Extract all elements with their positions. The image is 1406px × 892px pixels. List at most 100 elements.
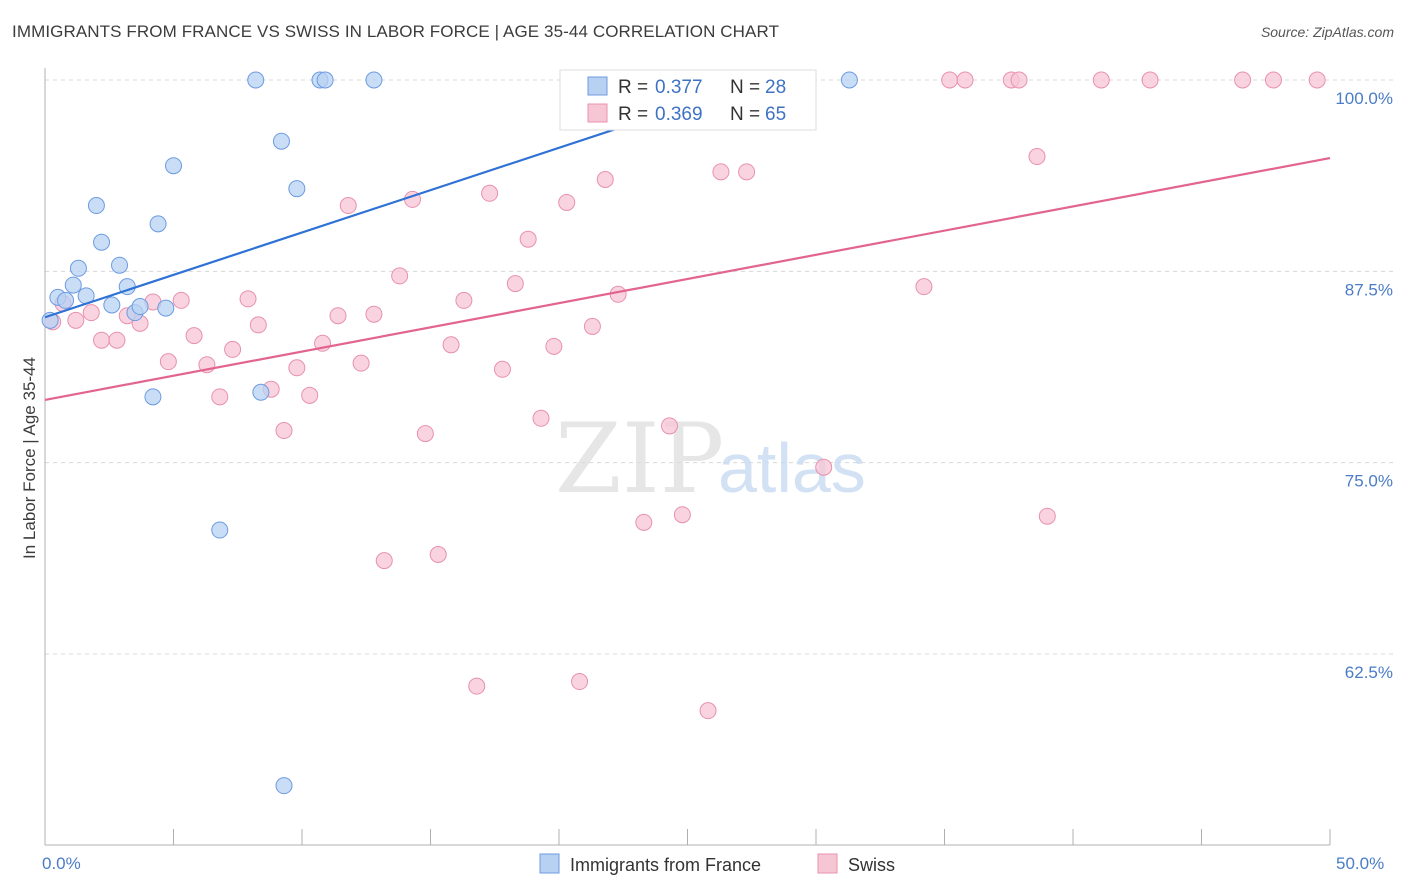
- legend-n-label-france: N =: [730, 77, 760, 98]
- france-point: [157, 299, 175, 317]
- swiss-point: [108, 331, 126, 349]
- chart-title: IMMIGRANTS FROM FRANCE VS SWISS IN LABOR…: [12, 22, 780, 41]
- swiss-point: [442, 336, 460, 354]
- x-tick-label-min: 0.0%: [42, 854, 81, 873]
- swiss-point: [941, 71, 959, 89]
- swiss-point: [82, 304, 100, 322]
- swiss-point: [506, 275, 524, 293]
- swiss-point: [699, 702, 717, 720]
- swiss-point: [249, 316, 267, 334]
- france-point: [131, 298, 149, 316]
- swiss-point: [596, 170, 614, 188]
- france-point: [272, 132, 290, 150]
- legend-n-label-swiss: N =: [730, 104, 760, 125]
- swiss-point: [915, 278, 933, 296]
- swiss-point: [493, 360, 511, 378]
- watermark-atlas: atlas: [718, 429, 866, 507]
- france-point: [252, 383, 270, 401]
- swiss-point: [159, 353, 177, 371]
- swiss-point: [1234, 71, 1252, 89]
- swiss-point: [429, 546, 447, 564]
- swiss-point: [185, 327, 203, 345]
- swiss-point: [288, 359, 306, 377]
- legend-r-label-france: R =: [618, 77, 648, 98]
- france-point: [275, 777, 293, 795]
- swiss-point: [365, 305, 383, 323]
- swiss-point: [673, 506, 691, 524]
- swiss-point: [815, 458, 833, 476]
- y-tick-label: 75.0%: [1345, 472, 1393, 491]
- france-point: [316, 71, 334, 89]
- swiss-point: [224, 340, 242, 358]
- swiss-point: [532, 409, 550, 427]
- france-point: [87, 197, 105, 215]
- swiss-point: [738, 163, 756, 181]
- swiss-point: [1092, 71, 1110, 89]
- france-point: [103, 296, 121, 314]
- bottom-legend-label-france: Immigrants from France: [570, 855, 761, 875]
- swiss-point: [609, 285, 627, 303]
- legend-r-label-swiss: R =: [618, 104, 648, 125]
- swiss-point: [558, 193, 576, 211]
- swiss-point: [481, 184, 499, 202]
- swiss-point: [545, 337, 563, 355]
- swiss-point: [375, 552, 393, 570]
- legend-r-value-france: 0.377: [655, 77, 703, 98]
- france-point: [365, 71, 383, 89]
- swiss-point: [956, 71, 974, 89]
- france-point: [247, 71, 265, 89]
- bottom-legend-swatch-swiss: [817, 853, 838, 874]
- legend-swatch-france: [587, 76, 608, 96]
- france-point: [288, 180, 306, 198]
- swiss-point: [416, 425, 434, 443]
- legend-n-value-france: 28: [765, 77, 786, 98]
- legend-r-value-swiss: 0.369: [655, 104, 703, 125]
- swiss-point: [239, 290, 257, 308]
- france-point: [211, 521, 229, 539]
- swiss-point: [712, 163, 730, 181]
- swiss-point: [67, 311, 85, 329]
- y-tick-labels: 62.5% 75.0% 87.5% 100.0%: [1335, 89, 1393, 682]
- watermark: ZIP atlas: [555, 403, 866, 515]
- swiss-point: [172, 291, 190, 309]
- swiss-point: [1038, 507, 1056, 525]
- x-tick-label-max: 50.0%: [1336, 854, 1384, 873]
- swiss-point: [635, 513, 653, 531]
- swiss-points: [44, 71, 1326, 720]
- swiss-point: [211, 388, 229, 406]
- france-point: [57, 291, 75, 309]
- france-point: [840, 71, 858, 89]
- swiss-point: [571, 673, 589, 691]
- legend-swatch-swiss: [587, 103, 608, 123]
- swiss-point: [301, 386, 319, 404]
- france-point: [144, 388, 162, 406]
- x-ticks: [44, 829, 1331, 845]
- y-tick-label: 100.0%: [1335, 89, 1393, 108]
- swiss-point: [1308, 71, 1326, 89]
- france-point: [165, 157, 182, 175]
- france-point: [64, 276, 82, 294]
- source-note: Source: ZipAtlas.com: [1260, 24, 1394, 40]
- swiss-point: [1264, 71, 1282, 89]
- legend-n-value-swiss: 65: [765, 104, 786, 125]
- swiss-point: [329, 307, 347, 325]
- france-point: [93, 233, 111, 251]
- swiss-point: [391, 267, 409, 285]
- swiss-point: [352, 354, 370, 372]
- france-point: [149, 215, 167, 233]
- swiss-point: [1141, 71, 1159, 89]
- swiss-point: [275, 422, 293, 440]
- swiss-point: [661, 417, 679, 435]
- watermark-zip: ZIP: [555, 403, 724, 515]
- bottom-legend: Immigrants from France Swiss: [539, 853, 895, 875]
- swiss-point: [468, 677, 486, 695]
- legend: R = 0.377 N = 28 R = 0.369 N = 65: [559, 69, 817, 131]
- swiss-point: [1010, 71, 1028, 89]
- swiss-point: [519, 230, 537, 248]
- y-tick-label: 62.5%: [1345, 663, 1393, 682]
- y-axis-label: In Labor Force | Age 35-44: [20, 357, 39, 559]
- swiss-point: [1028, 148, 1046, 166]
- france-point: [69, 259, 87, 277]
- bottom-legend-swatch-france: [539, 853, 560, 874]
